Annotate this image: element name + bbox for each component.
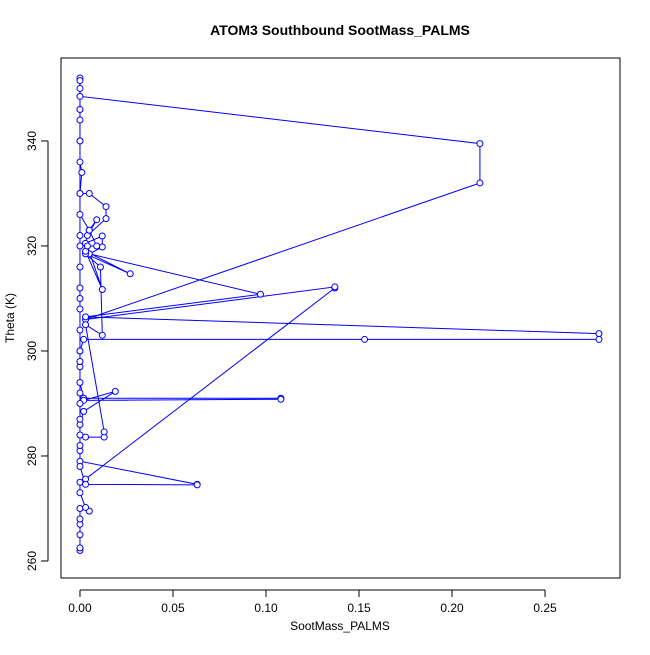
data-point bbox=[361, 335, 369, 343]
data-point bbox=[76, 378, 84, 386]
data-point bbox=[76, 231, 84, 239]
data-point bbox=[76, 357, 84, 365]
data-point bbox=[76, 158, 84, 166]
data-point bbox=[76, 326, 84, 334]
data-point bbox=[76, 294, 84, 302]
data-point bbox=[82, 321, 90, 329]
data-point bbox=[83, 242, 91, 250]
data-point bbox=[476, 140, 484, 148]
data-point bbox=[102, 215, 110, 223]
x-tick-label: 0.05 bbox=[161, 601, 185, 615]
x-axis-label: SootMass_PALMS bbox=[290, 619, 390, 633]
data-point bbox=[93, 216, 101, 224]
data-point bbox=[256, 290, 264, 298]
data-point bbox=[126, 270, 134, 278]
y-tick-label: 260 bbox=[25, 551, 39, 571]
data-point bbox=[76, 544, 84, 552]
data-point bbox=[76, 242, 84, 250]
data-point bbox=[98, 331, 106, 339]
data-point bbox=[82, 313, 90, 321]
x-tick-label: 0.15 bbox=[347, 601, 371, 615]
data-point bbox=[76, 305, 84, 313]
data-point bbox=[82, 480, 90, 488]
data-point bbox=[76, 210, 84, 218]
data-point bbox=[98, 243, 106, 251]
data-point bbox=[277, 395, 285, 403]
x-tick-label: 0.20 bbox=[440, 601, 464, 615]
data-point bbox=[80, 335, 88, 343]
data-point bbox=[76, 116, 84, 124]
data-point bbox=[111, 387, 119, 395]
data-point bbox=[82, 433, 90, 441]
data-point bbox=[595, 330, 603, 338]
data-point bbox=[85, 189, 93, 197]
data-point bbox=[85, 226, 93, 234]
data-point bbox=[82, 503, 90, 511]
y-tick-label: 340 bbox=[25, 131, 39, 151]
data-point bbox=[98, 286, 106, 294]
y-tick-label: 280 bbox=[25, 446, 39, 466]
x-tick-label: 0.00 bbox=[68, 601, 92, 615]
data-point bbox=[331, 283, 339, 291]
plot-box bbox=[60, 57, 621, 579]
data-point bbox=[193, 481, 201, 489]
data-point bbox=[96, 263, 104, 271]
data-point bbox=[76, 415, 84, 423]
data-point bbox=[93, 242, 101, 250]
x-tick-label: 0.25 bbox=[533, 601, 557, 615]
data-point bbox=[102, 203, 110, 211]
y-tick-label: 300 bbox=[25, 341, 39, 361]
data-point bbox=[78, 168, 86, 176]
data-point bbox=[76, 77, 84, 85]
data-point bbox=[595, 335, 603, 343]
data-point bbox=[76, 263, 84, 271]
y-tick-label: 320 bbox=[25, 236, 39, 256]
data-point bbox=[76, 399, 84, 407]
data-point bbox=[76, 189, 84, 197]
y-axis-label: Theta (K) bbox=[3, 293, 17, 343]
data-point bbox=[76, 489, 84, 497]
data-point bbox=[76, 105, 84, 113]
data-point bbox=[76, 137, 84, 145]
x-tick-label: 0.10 bbox=[254, 601, 278, 615]
data-point bbox=[76, 84, 84, 92]
data-point bbox=[76, 389, 84, 397]
data-point bbox=[76, 515, 84, 523]
data-point bbox=[76, 462, 84, 470]
chart-title: ATOM3 Southbound SootMass_PALMS bbox=[210, 22, 470, 38]
data-point bbox=[100, 428, 108, 436]
data-point bbox=[98, 232, 106, 240]
data-point bbox=[76, 92, 84, 100]
data-point bbox=[476, 179, 484, 187]
data-point bbox=[76, 441, 84, 449]
data-point bbox=[76, 531, 84, 539]
data-point bbox=[76, 284, 84, 292]
data-point bbox=[80, 407, 88, 415]
data-point bbox=[76, 347, 84, 355]
data-point bbox=[76, 504, 84, 512]
